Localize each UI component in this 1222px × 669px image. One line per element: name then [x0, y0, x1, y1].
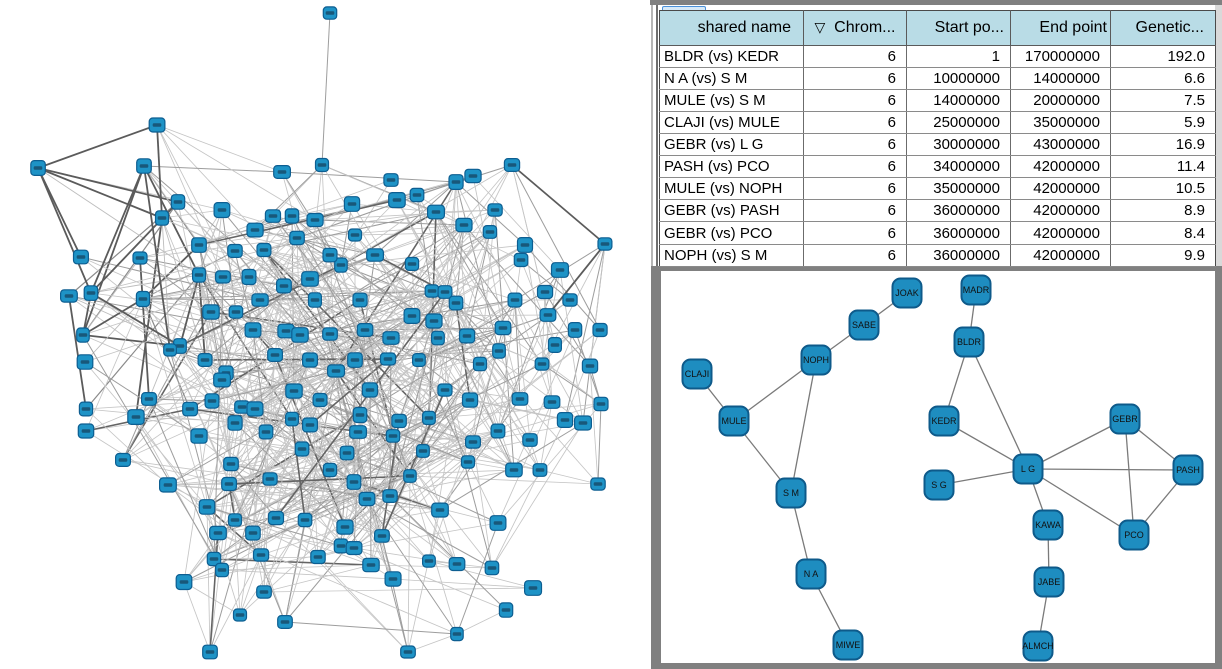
svg-text:SABE: SABE	[852, 320, 876, 330]
svg-text:N A: N A	[804, 569, 819, 579]
svg-text:JOAK: JOAK	[895, 288, 919, 298]
svg-text:MIWE: MIWE	[836, 640, 861, 650]
svg-text:S M: S M	[783, 488, 799, 498]
svg-text:NOPH: NOPH	[803, 355, 829, 365]
svg-text:MULE: MULE	[721, 416, 746, 426]
svg-text:CLAJI: CLAJI	[685, 369, 710, 379]
svg-text:GEBR: GEBR	[1112, 414, 1138, 424]
svg-text:S G: S G	[931, 480, 947, 490]
svg-text:BLDR: BLDR	[957, 337, 982, 347]
svg-text:ALMCH: ALMCH	[1022, 641, 1054, 651]
svg-text:PASH: PASH	[1176, 465, 1200, 475]
svg-text:JABE: JABE	[1038, 577, 1061, 587]
svg-text:MADR: MADR	[963, 285, 990, 295]
svg-text:PCO: PCO	[1124, 530, 1144, 540]
svg-text:KEDR: KEDR	[931, 416, 957, 426]
svg-text:L G: L G	[1021, 464, 1035, 474]
svg-text:KAWA: KAWA	[1035, 520, 1061, 530]
